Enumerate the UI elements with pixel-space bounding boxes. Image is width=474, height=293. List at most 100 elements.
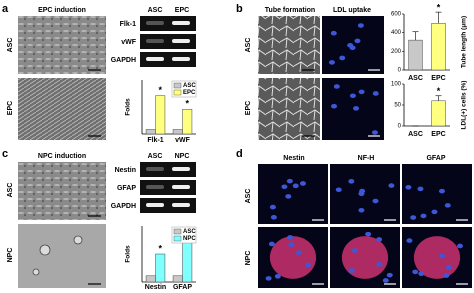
nucleus (417, 186, 424, 192)
y-axis-label: Folds (125, 98, 132, 116)
gel-row-label: Nestin (115, 167, 136, 174)
legend-label: ASC (183, 83, 196, 89)
gel-band (172, 203, 190, 207)
significance-mark: * (158, 85, 162, 95)
sphere (39, 244, 51, 256)
nucleus (443, 273, 450, 278)
fluorescence-image (330, 164, 400, 224)
nucleus (285, 194, 292, 199)
row-label: ASC (245, 189, 252, 204)
panel-title: NPC induction (38, 153, 86, 160)
gel-band (146, 167, 164, 171)
gel-band (172, 57, 190, 61)
nucleus (357, 23, 364, 28)
significance-mark: * (185, 99, 189, 109)
nucleus (299, 181, 306, 186)
y-tick-label: 50 (394, 103, 401, 109)
bar (182, 238, 193, 283)
nucleus (349, 93, 356, 99)
x-tick-label: vWF (175, 137, 191, 144)
micrograph (18, 78, 106, 140)
significance-mark: * (437, 86, 441, 96)
y-tick-label: 600 (391, 12, 402, 18)
panel-label: c (2, 148, 8, 160)
gel-band-row (140, 34, 196, 49)
fluorescence-image (258, 164, 328, 224)
legend-swatch (173, 228, 182, 235)
fluorescence-image (322, 78, 384, 140)
bar (145, 129, 156, 135)
bar (172, 129, 183, 135)
bar (431, 23, 446, 71)
significance-mark: * (437, 3, 441, 13)
nucleus (305, 262, 312, 268)
gel-band-row (140, 16, 196, 31)
nucleus (418, 271, 425, 276)
nucleus (286, 178, 293, 184)
nucleus (388, 183, 395, 188)
nucleus (268, 241, 275, 247)
legend-label: ASC (183, 229, 196, 235)
nucleus (376, 262, 383, 267)
legend-label: EPC (183, 90, 196, 96)
nucleus (353, 106, 360, 111)
y-tick-label: 200 (391, 49, 402, 55)
lane-label: ASC (148, 153, 163, 160)
nucleus (439, 253, 446, 259)
nucleus (333, 84, 340, 89)
nucleus (420, 213, 427, 219)
nucleus (410, 215, 417, 220)
nucleus (405, 184, 412, 190)
gel-band (146, 39, 164, 43)
x-tick-label: Flk-1 (147, 137, 163, 144)
bar (182, 109, 193, 135)
x-tick-label: ASC (408, 75, 423, 82)
row-label: EPC (7, 101, 14, 115)
row-label: ASC (245, 38, 252, 53)
lane-label: EPC (175, 7, 189, 14)
legend-swatch (173, 235, 182, 242)
gel-row-label: GAPDH (111, 57, 136, 64)
row-label: ASC (7, 38, 14, 53)
panel-title: EPC induction (38, 7, 86, 14)
nucleus (287, 235, 294, 240)
legend-label: NPC (183, 236, 196, 242)
nucleus (359, 188, 366, 194)
gel-band (172, 185, 190, 189)
column-label: LDL uptake (333, 7, 371, 14)
row-label: NPC (245, 251, 252, 266)
nucleus (270, 215, 277, 220)
panel-label: d (236, 148, 243, 160)
micrograph (18, 16, 106, 74)
nucleus (358, 89, 365, 95)
fluorescence-image (402, 164, 472, 224)
nucleus (354, 38, 361, 44)
nucleus (412, 269, 419, 275)
nucleus (406, 238, 413, 243)
nucleus (347, 42, 354, 48)
row-label: ASC (7, 183, 14, 198)
micrograph (258, 16, 320, 74)
bar (155, 95, 166, 135)
gel-row-label: GAPDH (111, 203, 136, 210)
y-axis-label: Folds (125, 245, 132, 263)
nucleus (330, 30, 337, 36)
nucleus (446, 264, 453, 270)
x-tick-label: Nestin (145, 284, 166, 291)
nucleus (292, 183, 299, 189)
sphere (32, 268, 40, 276)
nucleus (382, 278, 389, 283)
gel-row-label: vWF (121, 39, 137, 46)
nucleus (348, 268, 355, 273)
nucleus (331, 103, 338, 109)
column-label: Nestin (283, 155, 304, 162)
lane-label: NPC (175, 153, 190, 160)
row-label: NPC (7, 248, 14, 263)
sphere (73, 235, 83, 245)
nucleus (365, 231, 372, 237)
gel-band-row (140, 198, 196, 213)
x-tick-label: EPC (431, 75, 445, 82)
bar (155, 253, 166, 283)
micrograph (18, 162, 106, 220)
micrograph (258, 78, 320, 140)
